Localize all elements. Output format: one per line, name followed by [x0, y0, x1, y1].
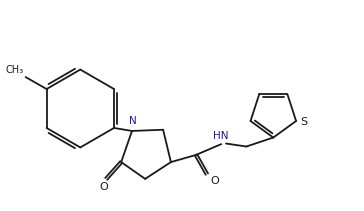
- Text: O: O: [99, 183, 108, 192]
- Text: HN: HN: [213, 131, 228, 141]
- Text: S: S: [300, 117, 308, 127]
- Text: O: O: [210, 176, 219, 187]
- Text: N: N: [129, 116, 137, 126]
- Text: CH₃: CH₃: [5, 65, 23, 75]
